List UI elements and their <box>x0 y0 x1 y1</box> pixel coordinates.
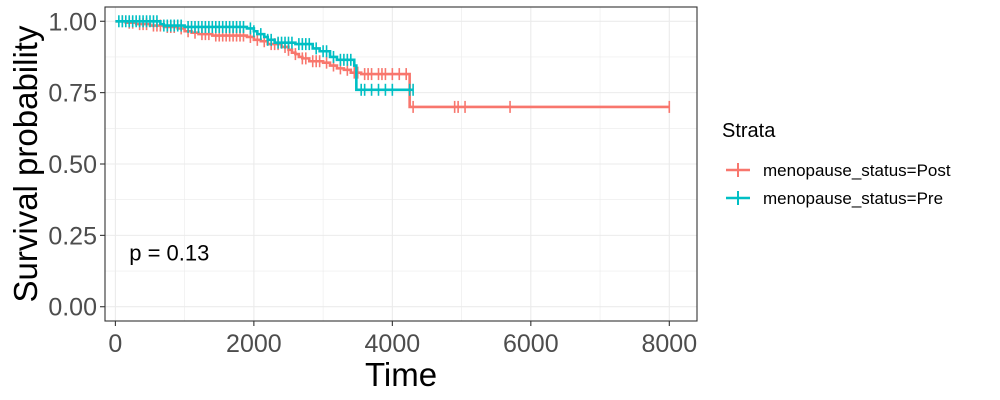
y-tick-label: 0.00 <box>48 294 97 322</box>
axes: 0 2000 4000 6000 8000 0.00 0.25 0.50 0.75 1.00 <box>48 8 697 358</box>
x-tick-label: 2000 <box>226 330 282 358</box>
y-tick-label: 0.75 <box>48 80 97 108</box>
y-tick-label: 0.50 <box>48 151 97 179</box>
x-tick-label: 0 <box>108 330 122 358</box>
y-tick-label: 1.00 <box>48 8 97 36</box>
legend-label-1: menopause_status=Post <box>763 161 951 180</box>
p-value-annotation: p = 0.13 <box>129 240 209 265</box>
legend-key-2 <box>726 191 750 205</box>
series-layer <box>115 15 671 113</box>
plot-panel <box>104 6 698 322</box>
series-2 <box>115 15 414 96</box>
x-tick-label: 8000 <box>641 330 697 358</box>
x-tick-label: 6000 <box>503 330 559 358</box>
x-tick-label: 4000 <box>365 330 421 358</box>
legend-label-2: menopause_status=Pre <box>763 189 943 208</box>
grid-lines <box>105 7 697 321</box>
x-axis-title: Time <box>365 356 437 393</box>
y-axis-title: Survival probability <box>7 25 44 302</box>
legend-key-1 <box>726 163 750 177</box>
y-tick-label: 0.25 <box>48 222 97 250</box>
legend-title: Strata <box>722 120 776 142</box>
legend: Strata menopause_status=Post menopause_st… <box>722 120 951 208</box>
